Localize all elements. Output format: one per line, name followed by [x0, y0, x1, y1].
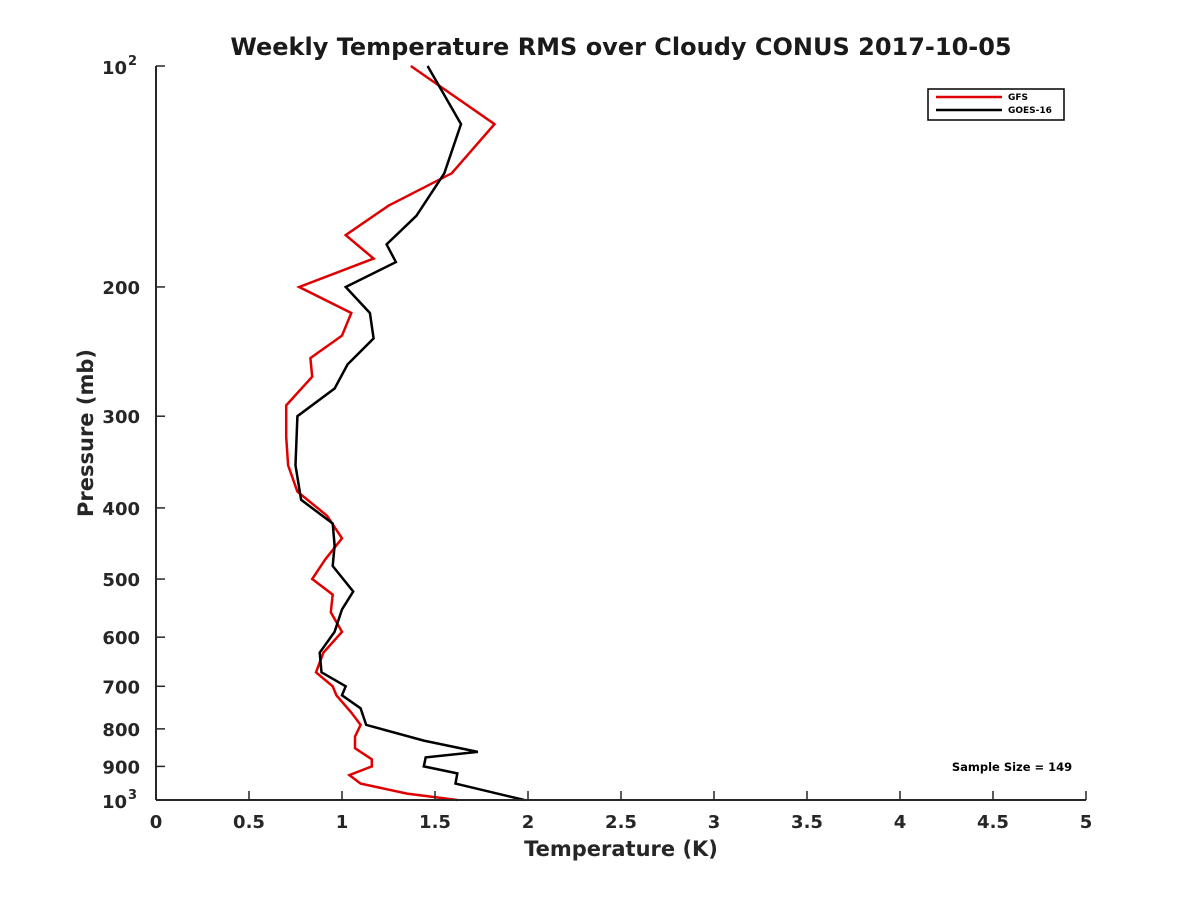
x-axis-ticks: 0 0.5 1 1.5 2 2.5 3 3.5 4 4.5 5	[150, 791, 1093, 833]
y-tick-label: 200	[102, 278, 140, 299]
series-layer	[284, 64, 525, 802]
x-tick-label: 0.5	[233, 812, 265, 833]
y-tick-exponent: 3	[128, 788, 137, 803]
chart-title: Weekly Temperature RMS over Cloudy CONUS…	[230, 33, 1011, 61]
chart-legend: GFS GOES-16	[927, 88, 1065, 121]
legend-label-gfs: GFS	[1008, 93, 1028, 103]
sample-size-annotation: Sample Size = 149	[952, 760, 1072, 774]
series-line-gfs	[284, 64, 497, 802]
legend-label-goes16: GOES-16	[1008, 106, 1052, 116]
plot-area: 0 0.5 1 1.5 2 2.5 3 3.5 4 4.5 5 10 2200300400500600…	[102, 54, 1092, 833]
y-tick-label: 400	[102, 499, 140, 520]
x-tick-label: 1.5	[419, 812, 451, 833]
series-line-goes16	[294, 65, 525, 802]
x-tick-label: 2	[522, 812, 535, 833]
x-tick-label: 2.5	[605, 812, 637, 833]
y-tick-label: 10	[102, 792, 127, 813]
y-tick-label: 10	[102, 58, 127, 79]
x-tick-label: 4.5	[977, 812, 1009, 833]
y-tick-label: 300	[102, 407, 140, 428]
x-tick-label: 1	[336, 812, 349, 833]
y-tick-label: 800	[102, 720, 140, 741]
x-tick-label: 3	[708, 812, 721, 833]
x-tick-label: 3.5	[791, 812, 823, 833]
x-tick-label: 4	[894, 812, 907, 833]
y-tick-exponent: 2	[128, 54, 137, 69]
y-tick-label: 600	[102, 628, 140, 649]
y-tick-label: 700	[102, 677, 140, 698]
y-axis-label: Pressure (mb)	[74, 349, 98, 517]
legend-box	[927, 88, 1065, 121]
y-tick-label: 900	[102, 757, 140, 778]
x-axis-label: Temperature (K)	[524, 837, 718, 861]
x-tick-label: 0	[150, 812, 163, 833]
y-tick-label: 500	[102, 570, 140, 591]
x-tick-label: 5	[1080, 812, 1093, 833]
